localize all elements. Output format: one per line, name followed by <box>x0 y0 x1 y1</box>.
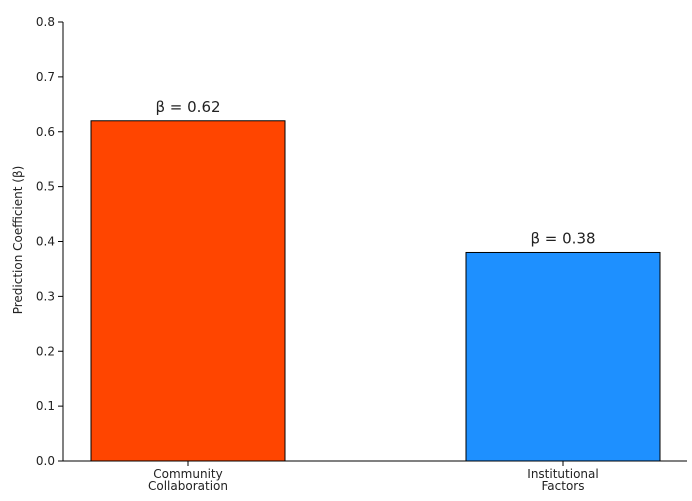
y-tick-label: 0.6 <box>36 125 55 139</box>
y-tick-label: 0.1 <box>36 399 55 413</box>
y-axis: 0.0 0.1 0.2 0.3 0.4 0.5 0.6 0.7 0.8 <box>36 15 64 468</box>
x-tick-label: Factors <box>542 479 585 493</box>
bar-value-label: β = 0.38 <box>530 229 595 247</box>
bar-value-label: β = 0.62 <box>155 98 220 116</box>
y-tick-label: 0.3 <box>36 289 55 303</box>
bars: β = 0.62 β = 0.38 <box>90 98 661 462</box>
y-tick-label: 0.8 <box>36 15 55 29</box>
x-tick-label: Collaboration <box>148 479 228 493</box>
x-tick-label: Community <box>153 467 222 481</box>
y-axis-title: Prediction Coefficient (β) <box>11 166 25 315</box>
bar <box>465 251 661 462</box>
y-tick-label: 0.2 <box>36 344 55 358</box>
y-tick-label: 0.4 <box>36 235 55 249</box>
y-tick-label: 0.0 <box>36 454 55 468</box>
y-tick-label: 0.7 <box>36 70 55 84</box>
x-tick-label: Institutional <box>527 467 598 481</box>
bar <box>90 120 286 462</box>
y-tick-label: 0.5 <box>36 180 55 194</box>
